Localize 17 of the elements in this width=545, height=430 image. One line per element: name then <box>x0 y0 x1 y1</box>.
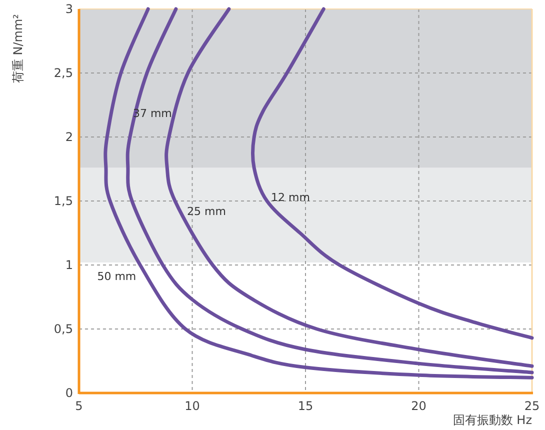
y-tick-label: 1 <box>65 258 73 272</box>
y-axis-title: 荷重 N/mm² <box>11 14 25 84</box>
series-label: 50 mm <box>97 270 136 283</box>
x-tick-label: 10 <box>184 399 200 413</box>
x-tick-label: 15 <box>298 399 314 413</box>
y-tick-label: 2,5 <box>54 66 73 80</box>
x-tick-label: 5 <box>75 399 83 413</box>
x-axis-title: 固有振動数 Hz <box>452 413 532 427</box>
series-label: 12 mm <box>270 191 310 204</box>
y-tick-label: 1,5 <box>54 194 73 208</box>
y-tick-label: 0 <box>65 386 73 400</box>
y-tick-label: 2 <box>65 130 73 144</box>
y-tick-label: 3 <box>65 2 73 16</box>
y-tick-label: 0,5 <box>54 322 73 336</box>
x-tick-label: 25 <box>524 399 540 413</box>
series-label: 25 mm <box>187 205 226 218</box>
x-tick-label: 20 <box>411 399 426 413</box>
